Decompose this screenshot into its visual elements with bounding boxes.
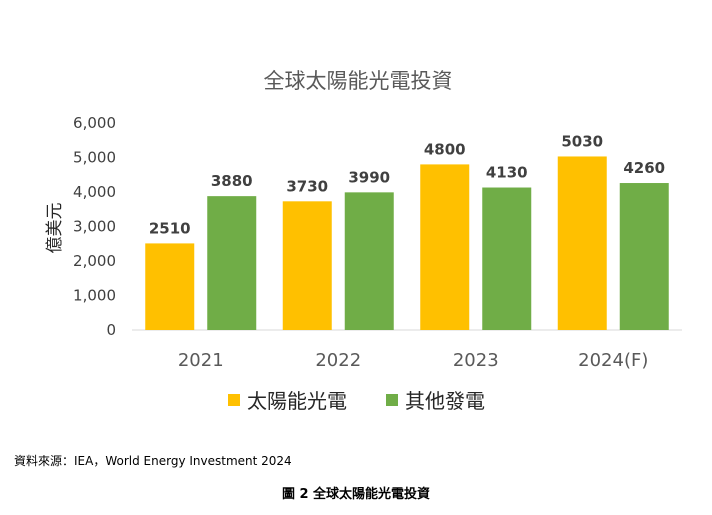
y-tick-labels: 0 1,000 2,000 3,000 4,000 5,000 6,000 [73, 114, 116, 339]
bar-chart: 全球太陽能光電投資 億美元 0 1,000 2,000 3,000 4,000 5,000… [45, 69, 682, 413]
y-tick-label: 2,000 [73, 252, 116, 270]
data-label: 5030 [561, 132, 603, 150]
x-tick-label: 2023 [453, 350, 499, 371]
bar [557, 156, 607, 330]
source-note: 資料來源：IEA，World Energy Investment 2024 [14, 454, 292, 468]
bar [145, 243, 195, 330]
legend-swatch [228, 394, 240, 406]
x-tick-label: 2022 [315, 350, 361, 371]
data-label: 3990 [348, 168, 390, 186]
bar [344, 192, 394, 330]
legend-label: 太陽能光電 [247, 389, 347, 413]
data-label: 4260 [623, 159, 665, 177]
legend: 太陽能光電 其他發電 [228, 389, 485, 413]
chart-title: 全球太陽能光電投資 [264, 69, 453, 93]
y-tick-label: 1,000 [73, 287, 116, 305]
bar [482, 187, 532, 330]
bar [207, 196, 257, 330]
y-tick-label: 4,000 [73, 183, 116, 201]
y-tick-label: 5,000 [73, 149, 116, 167]
bar [282, 201, 332, 330]
x-tick-label: 2024(F) [578, 350, 648, 371]
y-axis-label: 億美元 [45, 203, 65, 254]
y-tick-label: 3,000 [73, 218, 116, 236]
bars [145, 156, 669, 330]
data-label: 2510 [149, 219, 191, 237]
y-tick-label: 6,000 [73, 114, 116, 132]
y-tick-label: 0 [106, 321, 116, 339]
data-label: 4130 [486, 164, 528, 182]
legend-label: 其他發電 [405, 389, 485, 413]
bar [619, 183, 669, 330]
data-label: 4800 [424, 140, 466, 158]
data-label: 3880 [211, 172, 253, 190]
legend-swatch [386, 394, 398, 406]
figure-caption: 圖 2 全球太陽能光電投資 [281, 487, 431, 502]
bar [420, 164, 470, 330]
x-tick-label: 2021 [178, 350, 224, 371]
data-label: 3730 [286, 177, 328, 195]
x-tick-labels: 2021 2022 2023 2024(F) [178, 350, 649, 371]
data-labels: 2510 3880 3730 3990 4800 4130 5030 4260 [149, 132, 665, 237]
